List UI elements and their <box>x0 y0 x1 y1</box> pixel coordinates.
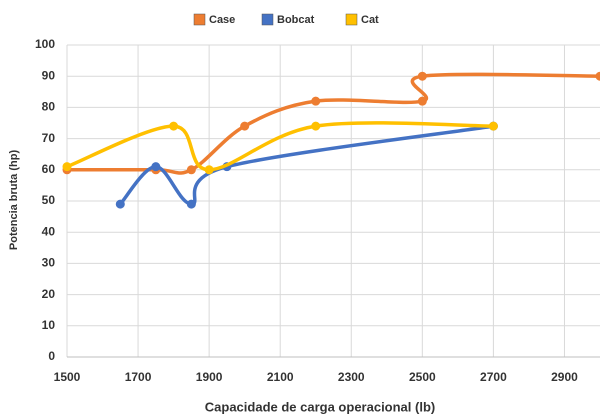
y-tick-label: 60 <box>42 162 56 176</box>
data-point <box>417 96 427 106</box>
y-tick-label: 10 <box>42 318 56 332</box>
x-tick-label: 1500 <box>54 370 81 384</box>
legend-label: Cat <box>361 14 379 26</box>
x-tick-label: 2900 <box>551 370 578 384</box>
legend-label: Bobcat <box>277 14 315 26</box>
data-point <box>488 121 498 131</box>
data-point <box>240 121 250 131</box>
legend-swatch <box>345 13 358 26</box>
data-point <box>186 199 196 209</box>
y-tick-label: 50 <box>42 193 56 207</box>
y-tick-label: 80 <box>42 100 56 114</box>
x-tick-label: 2700 <box>480 370 507 384</box>
y-tick-label: 30 <box>42 256 56 270</box>
y-tick-label: 90 <box>42 68 56 82</box>
data-point <box>311 96 321 106</box>
x-tick-label: 1900 <box>196 370 223 384</box>
data-point <box>204 165 214 175</box>
series-line <box>66 121 494 172</box>
y-axis-label: Potencia bruta (hp) <box>8 150 20 251</box>
data-point <box>417 71 427 81</box>
data-point <box>595 71 600 81</box>
data-point <box>169 121 179 131</box>
legend-swatch <box>193 13 206 26</box>
y-tick-label: 100 <box>35 37 55 51</box>
data-point <box>186 165 196 175</box>
legend-swatch <box>261 13 274 26</box>
x-axis-label: Capacidade de carga operacional (lb) <box>205 399 435 414</box>
x-tick-label: 2300 <box>338 370 365 384</box>
data-point <box>62 162 72 172</box>
legend-label: Case <box>209 14 235 26</box>
y-tick-label: 70 <box>42 131 56 145</box>
y-tick-label: 40 <box>42 224 56 238</box>
series-line <box>118 124 494 206</box>
x-tick-label: 2500 <box>409 370 436 384</box>
y-tick-label: 20 <box>42 287 56 301</box>
x-tick-label: 1700 <box>125 370 152 384</box>
data-point <box>311 121 321 131</box>
x-tick-label: 2100 <box>267 370 294 384</box>
y-tick-label: 0 <box>48 349 55 363</box>
data-point <box>151 162 161 172</box>
data-point <box>115 199 125 209</box>
